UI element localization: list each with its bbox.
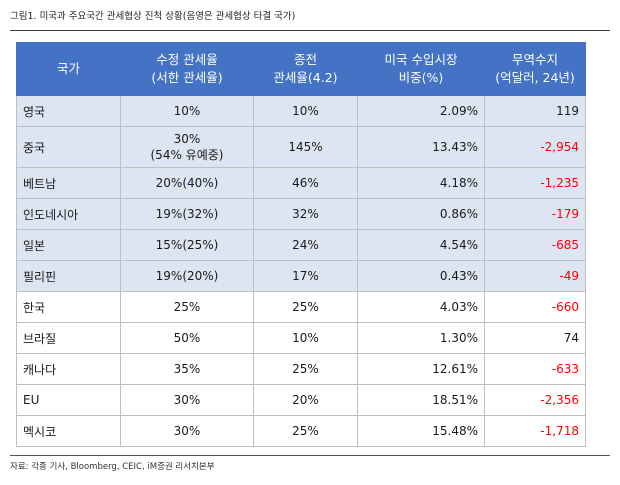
cell-import-share: 4.18% [357, 167, 485, 199]
header-revised-tariff-line: (서한 관세율) [151, 70, 223, 85]
revised-tariff-value: 35% [173, 362, 201, 376]
cell-country: 한국 [16, 291, 121, 323]
cell-previous-tariff: 32% [253, 198, 358, 230]
cell-trade-balance: -49 [484, 260, 586, 292]
cell-trade-balance: 74 [484, 322, 586, 354]
revised-tariff-value: 30% [173, 131, 201, 146]
cell-trade-balance: -1,718 [484, 415, 586, 447]
revised-tariff-value: 15%(25%) [155, 238, 219, 252]
table-row: 한국 25% 25% 4.03% -660 [16, 291, 586, 323]
cell-trade-balance: -633 [484, 353, 586, 385]
cell-import-share: 18.51% [357, 384, 485, 416]
cell-revised-tariff: 20%(40%) [120, 167, 254, 199]
cell-import-share: 15.48% [357, 415, 485, 447]
cell-trade-balance: -2,356 [484, 384, 586, 416]
cell-previous-tariff: 10% [253, 322, 358, 354]
table-row: 브라질 50% 10% 1.30% 74 [16, 322, 586, 354]
header-previous-tariff-line: 종전 [293, 52, 317, 67]
revised-tariff-note: (54% 유예중) [150, 147, 224, 162]
cell-country: 중국 [16, 126, 121, 168]
cell-country: 멕시코 [16, 415, 121, 447]
cell-import-share: 4.54% [357, 229, 485, 261]
cell-country: EU [16, 384, 121, 416]
cell-previous-tariff: 24% [253, 229, 358, 261]
cell-previous-tariff: 145% [253, 126, 358, 168]
cell-revised-tariff: 35% [120, 353, 254, 385]
source-divider [10, 455, 610, 456]
figure-title: 그림1. 미국과 주요국간 관세협상 진척 상황(음영은 관세협상 타결 국가) [10, 11, 296, 22]
cell-country: 필리핀 [16, 260, 121, 292]
revised-tariff-value: 20%(40%) [155, 176, 219, 190]
cell-import-share: 1.30% [357, 322, 485, 354]
table-row: 베트남 20%(40%) 46% 4.18% -1,235 [16, 167, 586, 199]
cell-revised-tariff: 19%(20%) [120, 260, 254, 292]
cell-import-share: 2.09% [357, 95, 485, 127]
cell-country: 영국 [16, 95, 121, 127]
header-trade-balance: 무역수지 (억달러, 24년) [484, 42, 586, 96]
header-revised-tariff-line: 수정 관세율 [156, 52, 218, 67]
cell-trade-balance: 119 [484, 95, 586, 127]
source-note: 자료: 각종 기사, Bloomberg, CEIC, iM증권 리서치본부 [10, 462, 215, 472]
cell-import-share: 0.86% [357, 198, 485, 230]
cell-revised-tariff: 30% (54% 유예중) [120, 126, 254, 168]
table-row: EU 30% 20% 18.51% -2,356 [16, 384, 586, 416]
cell-country: 브라질 [16, 322, 121, 354]
cell-previous-tariff: 46% [253, 167, 358, 199]
cell-previous-tariff: 25% [253, 291, 358, 323]
header-import-share-line: 비중(%) [398, 70, 444, 85]
table-row: 필리핀 19%(20%) 17% 0.43% -49 [16, 260, 586, 292]
cell-import-share: 13.43% [357, 126, 485, 168]
header-trade-balance-line: (억달러, 24년) [495, 70, 575, 85]
revised-tariff-value: 50% [173, 331, 201, 345]
header-country: 국가 [16, 42, 121, 96]
table-row: 일본 15%(25%) 24% 4.54% -685 [16, 229, 586, 261]
table-header-row: 국가 수정 관세율 (서한 관세율) 종전 관세율(4.2) 미국 수입시장 비중(%) 무역… [16, 42, 586, 96]
revised-tariff-value: 19%(20%) [155, 269, 219, 283]
revised-tariff-value: 25% [173, 300, 201, 314]
cell-previous-tariff: 20% [253, 384, 358, 416]
table-row: 영국 10% 10% 2.09% 119 [16, 95, 586, 127]
cell-trade-balance: -179 [484, 198, 586, 230]
table-row: 캐나다 35% 25% 12.61% -633 [16, 353, 586, 385]
cell-revised-tariff: 15%(25%) [120, 229, 254, 261]
header-country-line: 국가 [56, 61, 80, 76]
table-body: 영국 10% 10% 2.09% 119 중국 30% (54% 유예중) 145% 13.43%… [16, 95, 586, 447]
cell-revised-tariff: 10% [120, 95, 254, 127]
header-trade-balance-line: 무역수지 [511, 52, 558, 67]
cell-previous-tariff: 17% [253, 260, 358, 292]
tariff-negotiation-table: 국가 수정 관세율 (서한 관세율) 종전 관세율(4.2) 미국 수입시장 비중(%) 무역… [16, 42, 586, 447]
cell-country: 일본 [16, 229, 121, 261]
cell-import-share: 12.61% [357, 353, 485, 385]
cell-revised-tariff: 50% [120, 322, 254, 354]
cell-previous-tariff: 10% [253, 95, 358, 127]
cell-trade-balance: -1,235 [484, 167, 586, 199]
cell-country: 인도네시아 [16, 198, 121, 230]
cell-import-share: 0.43% [357, 260, 485, 292]
revised-tariff-value: 30% [173, 393, 201, 407]
cell-previous-tariff: 25% [253, 353, 358, 385]
header-import-share-line: 미국 수입시장 [384, 52, 458, 67]
cell-trade-balance: -2,954 [484, 126, 586, 168]
cell-revised-tariff: 25% [120, 291, 254, 323]
revised-tariff-value: 30% [173, 424, 201, 438]
revised-tariff-value: 10% [173, 104, 201, 118]
table-row: 중국 30% (54% 유예중) 145% 13.43% -2,954 [16, 126, 586, 168]
cell-revised-tariff: 30% [120, 384, 254, 416]
revised-tariff-value: 19%(32%) [155, 207, 219, 221]
cell-import-share: 4.03% [357, 291, 485, 323]
cell-country: 캐나다 [16, 353, 121, 385]
header-revised-tariff: 수정 관세율 (서한 관세율) [120, 42, 254, 96]
cell-previous-tariff: 25% [253, 415, 358, 447]
cell-trade-balance: -685 [484, 229, 586, 261]
table-row: 멕시코 30% 25% 15.48% -1,718 [16, 415, 586, 447]
title-divider [10, 30, 610, 31]
table-row: 인도네시아 19%(32%) 32% 0.86% -179 [16, 198, 586, 230]
cell-revised-tariff: 30% [120, 415, 254, 447]
cell-trade-balance: -660 [484, 291, 586, 323]
cell-revised-tariff: 19%(32%) [120, 198, 254, 230]
header-previous-tariff-line: 관세율(4.2) [273, 70, 338, 85]
cell-country: 베트남 [16, 167, 121, 199]
